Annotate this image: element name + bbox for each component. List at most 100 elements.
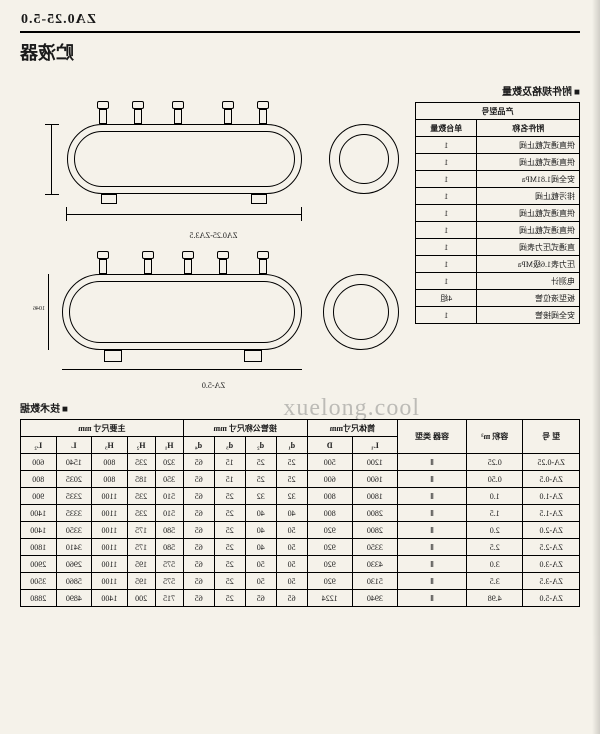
spec-cell: 25 [214,573,245,590]
spec-cell: 1400 [92,590,128,607]
spec-cell: 1100 [92,505,128,522]
spec-cell: 195 [127,556,155,573]
spec-cell: 600 [307,471,352,488]
spec-cell: Ⅱ [397,454,466,471]
spec-cell: 5130 [352,573,397,590]
spec-sub-header: L₂ [21,437,57,454]
spec-cell: 800 [307,488,352,505]
diagram-2: 1046 [20,244,407,379]
spec-cell: 32 [245,488,276,505]
spec-cell: 1800 [21,539,57,556]
table-row: 压力表1.6级MPa1 [416,256,580,273]
spec-cell: 800 [92,471,128,488]
spec-cell: 2800 [352,505,397,522]
spec-cell: 65 [183,505,214,522]
table-row: 电测计1 [416,273,580,290]
parts-qty-cell: 1 [416,273,477,290]
parts-qty-cell: 1 [416,256,477,273]
parts-qty-cell: 1 [416,154,477,171]
spec-cell: 1100 [92,522,128,539]
spec-cell: ZA-3.0 [523,556,580,573]
spec-cell: 1400 [21,505,57,522]
spec-cell: 195 [127,573,155,590]
parts-name-cell: 排污截止阀 [477,188,580,205]
spec-cell: 1.5 [467,505,523,522]
spec-cell: 25 [245,454,276,471]
spec-cell: 5860 [56,573,92,590]
spec-cell: 2880 [21,590,57,607]
spec-cell: 2960 [56,556,92,573]
parts-qty-cell: 1 [416,137,477,154]
spec-h-main: 主要尺寸 mm [21,420,184,437]
spec-sub-header: d₃ [214,437,245,454]
spec-cell: 50 [276,522,307,539]
spec-cell: ZA-3.5 [523,573,580,590]
spec-cell: 25 [214,539,245,556]
table-row: ZA-3.53.5Ⅱ513092050502565575195110058603… [21,573,580,590]
table-row: ZA-3.03.0Ⅱ433092050502565575195110029602… [21,556,580,573]
table-row: 供直通式截止阀1 [416,205,580,222]
spec-cell: 50 [245,573,276,590]
parts-section-label: 附件规格及数量 [415,83,580,98]
spec-cell: 900 [21,488,57,505]
spec-cell: 1800 [352,488,397,505]
spec-h-pipe: 接管公称尺寸 mm [183,420,307,437]
parts-header-top: 产品型号 [416,103,580,120]
table-row: ZA-1.01.0Ⅱ180080032322565510235110023359… [21,488,580,505]
spec-cell: 65 [183,454,214,471]
parts-name-cell: 安全阀接管 [477,307,580,324]
spec-cell: 510 [155,488,183,505]
spec-cell: 235 [127,505,155,522]
parts-name-cell: 压力表1.6级MPa [477,256,580,273]
spec-cell: 25 [276,454,307,471]
watermark: xuelong.cool [283,395,420,422]
spec-cell: 3500 [21,573,57,590]
spec-sub-header: D [307,437,352,454]
spec-cell: Ⅱ [397,539,466,556]
spec-sub-header: H₃ [92,437,128,454]
parts-name-cell: 供直通式截止阀 [477,205,580,222]
spec-cell: 580 [155,539,183,556]
spec-cell: 1600 [352,471,397,488]
spec-cell: 575 [155,573,183,590]
table-row: ZA-1.51.5Ⅱ280080040402565510235110033351… [21,505,580,522]
spec-cell: 40 [245,505,276,522]
spec-cell: 65 [183,556,214,573]
page-title: 贮液器 [20,39,580,65]
spec-cell: ZA-1.0 [523,488,580,505]
spec-cell: 580 [155,522,183,539]
spec-cell: 2.5 [467,539,523,556]
spec-cell: 2900 [21,556,57,573]
parts-name-cell: 供直通式截止阀 [477,222,580,239]
spec-sub-header: d₄ [183,437,214,454]
table-row: 板型液位管4组 [416,290,580,307]
spec-cell: 50 [276,573,307,590]
spec-cell: 510 [155,505,183,522]
table-row: 排污截止阀1 [416,188,580,205]
spec-cell: 1224 [307,590,352,607]
spec-cell: Ⅱ [397,488,466,505]
spec-cell: 40 [276,505,307,522]
spec-cell: 3350 [352,539,397,556]
spec-cell: 175 [127,539,155,556]
spec-cell: 575 [155,556,183,573]
spec-h-model: 型 号 [523,420,580,454]
spec-cell: 40 [245,539,276,556]
spec-cell: 65 [183,471,214,488]
spec-cell: 3.5 [467,573,523,590]
parts-name-cell: 安全阀1.81MPa [477,171,580,188]
spec-cell: 65 [183,573,214,590]
spec-cell: 25 [276,471,307,488]
spec-sub-header: H₂ [127,437,155,454]
table-row: 供直通式截止阀1 [416,222,580,239]
spec-cell: 800 [92,454,128,471]
spec-cell: 185 [127,471,155,488]
spec-cell: 50 [276,539,307,556]
parts-col-name: 附件名称 [477,120,580,137]
spec-cell: 4330 [352,556,397,573]
spec-cell: 1100 [92,488,128,505]
spec-cell: 4.98 [467,590,523,607]
spec-cell: 320 [155,454,183,471]
spec-table: 型 号 容积 m³ 容器 类型 筒体尺寸mm 接管公称尺寸 mm 主要尺寸 mm… [20,419,580,607]
spec-cell: Ⅱ [397,556,466,573]
